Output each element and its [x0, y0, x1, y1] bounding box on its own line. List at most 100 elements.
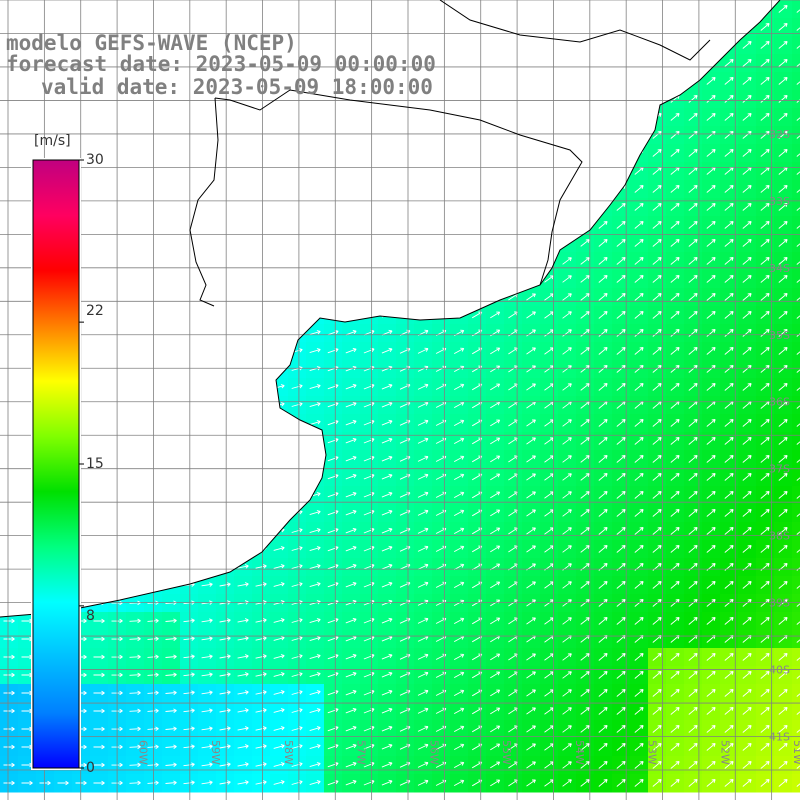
- wind-arrow: [345, 347, 357, 354]
- wind-arrow: [291, 276, 303, 281]
- wind-arrow: [255, 330, 267, 335]
- wind-arrow: [634, 203, 644, 211]
- wind-arrow: [417, 779, 429, 786]
- wind-arrow: [598, 347, 608, 355]
- wind-arrow: [453, 527, 465, 534]
- wind-arrow: [147, 420, 159, 426]
- wind-arrow: [93, 150, 105, 156]
- colorbar-ramp: [32, 159, 80, 769]
- wind-arrow: [652, 293, 662, 301]
- wind-arrow: [778, 653, 788, 661]
- wind-arrow: [670, 59, 680, 67]
- wind-arrow: [273, 258, 285, 263]
- wind-arrow: [453, 257, 465, 264]
- wind-arrow: [598, 527, 608, 535]
- wind-arrow: [237, 150, 249, 155]
- wind-arrow: [129, 42, 141, 48]
- wind-arrow: [688, 779, 698, 787]
- wind-arrow: [201, 204, 213, 209]
- wind-arrow: [670, 203, 680, 211]
- wind-arrow: [634, 455, 644, 463]
- wind-arrow: [237, 744, 249, 749]
- wind-arrow: [255, 384, 267, 389]
- wind-arrow: [237, 96, 249, 101]
- wind-arrow: [201, 492, 213, 497]
- wind-arrow: [796, 207, 800, 211]
- wind-arrow: [309, 114, 321, 120]
- wind-cell: [792, 612, 800, 631]
- wind-arrow: [562, 257, 572, 265]
- wind-arrow: [742, 761, 752, 769]
- wind-arrow: [417, 23, 429, 30]
- wind-arrow: [724, 455, 734, 463]
- wind-arrow: [562, 239, 572, 247]
- wind-arrow: [760, 779, 770, 787]
- wind-arrow: [562, 293, 572, 301]
- wind-arrow: [255, 96, 267, 101]
- wind-arrow: [183, 510, 195, 515]
- wind-arrow: [291, 312, 303, 317]
- wind-arrow: [345, 77, 357, 84]
- wind-arrow: [255, 528, 267, 533]
- wind-arrow: [291, 150, 303, 155]
- lon-label-55W: 55W: [500, 740, 513, 765]
- wind-arrow: [237, 186, 249, 191]
- wind-arrow: [778, 671, 788, 679]
- wind-arrow: [219, 420, 231, 425]
- wind-arrow: [598, 149, 608, 157]
- wind-cell: [792, 54, 800, 73]
- wind-arrow: [147, 762, 159, 768]
- wind-arrow: [598, 113, 608, 121]
- wind-arrow: [634, 113, 644, 121]
- wind-arrow: [580, 473, 590, 481]
- wind-arrow: [670, 689, 680, 697]
- wind-arrow: [580, 311, 590, 319]
- wind-arrow: [598, 185, 608, 193]
- wind-arrow: [219, 150, 231, 155]
- wind-arrow: [670, 383, 680, 391]
- wind-arrow: [706, 707, 716, 715]
- wind-arrow: [93, 564, 105, 570]
- wind-arrow: [778, 527, 788, 535]
- land-area: [0, 0, 780, 617]
- wind-cell: [792, 666, 800, 685]
- wind-arrow: [381, 725, 393, 732]
- wind-arrow: [526, 5, 536, 13]
- wind-arrow: [201, 708, 213, 713]
- wind-arrow: [526, 311, 536, 319]
- wind-arrow: [652, 491, 662, 499]
- wind-arrow: [201, 42, 213, 47]
- wind-arrow: [3, 690, 15, 696]
- wind-arrow: [742, 95, 752, 103]
- wind-arrow: [778, 41, 788, 49]
- wind-arrow: [3, 564, 15, 570]
- wind-arrow: [255, 420, 267, 425]
- wind-arrow: [688, 383, 698, 391]
- wind-arrow: [796, 657, 800, 661]
- wind-arrow: [417, 77, 429, 84]
- wind-arrow: [688, 95, 698, 103]
- wind-arrow: [796, 693, 800, 697]
- wind-arrow: [381, 23, 393, 30]
- wind-arrow: [670, 293, 680, 301]
- wind-arrow: [3, 348, 15, 354]
- wind-arrow: [562, 653, 572, 661]
- wind-arrow: [742, 77, 752, 85]
- wind-arrow: [652, 185, 662, 193]
- wind-arrow: [778, 581, 788, 589]
- wind-arrow: [652, 671, 662, 679]
- wind-arrow: [453, 41, 465, 48]
- wind-arrow: [237, 420, 249, 425]
- wind-arrow: [309, 330, 321, 336]
- wind-arrow: [237, 474, 249, 479]
- wind-arrow: [273, 420, 285, 425]
- wind-arrow: [165, 222, 177, 228]
- wind-arrow: [219, 186, 231, 191]
- wind-arrow: [616, 527, 626, 535]
- wind-arrow: [706, 779, 716, 787]
- lat-label-39S: 39S: [769, 597, 790, 610]
- colorbar-tick-30: 30: [86, 152, 104, 168]
- wind-arrow: [345, 257, 357, 264]
- wind-arrow: [219, 42, 231, 47]
- wind-arrow: [3, 204, 15, 210]
